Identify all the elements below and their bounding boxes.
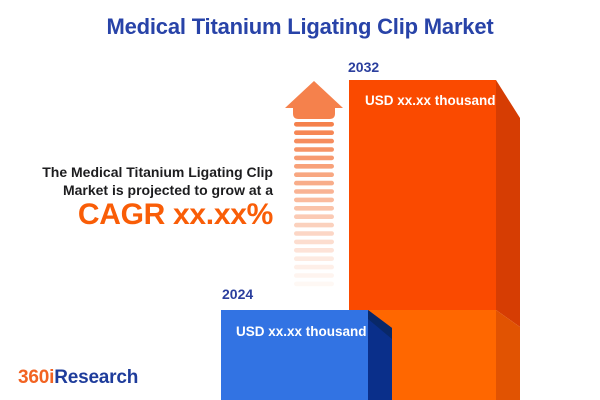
annotation-line1: The Medical Titanium Ligating Clip [42, 164, 273, 180]
arrow-head [285, 81, 343, 119]
page-title: Medical Titanium Ligating Clip Market [106, 14, 494, 39]
logo-prefix: 360i [18, 367, 55, 388]
bar-2024-side-bevel [368, 310, 392, 339]
annotation-line2: Market is projected to grow at a [62, 182, 273, 198]
bar-2024-front [221, 310, 368, 400]
arrow-fade-stripes [294, 122, 334, 287]
logo-suffix: Research [54, 367, 139, 388]
bar-value-2024: USD xx.xx thousand [236, 324, 367, 339]
bar-2032-side [496, 80, 520, 327]
year-label-2032: 2032 [348, 59, 380, 75]
growth-annotation: The Medical Titanium Ligating Clip Marke… [42, 163, 273, 230]
bar-2032-base-side [496, 310, 520, 400]
year-label-2024: 2024 [222, 286, 254, 302]
bar-value-2032: USD xx.xx thousand [365, 93, 496, 108]
bar-2032-front [349, 80, 496, 310]
brand-logo: 360iResearch [18, 367, 138, 389]
growth-arrow-icon [285, 81, 343, 287]
